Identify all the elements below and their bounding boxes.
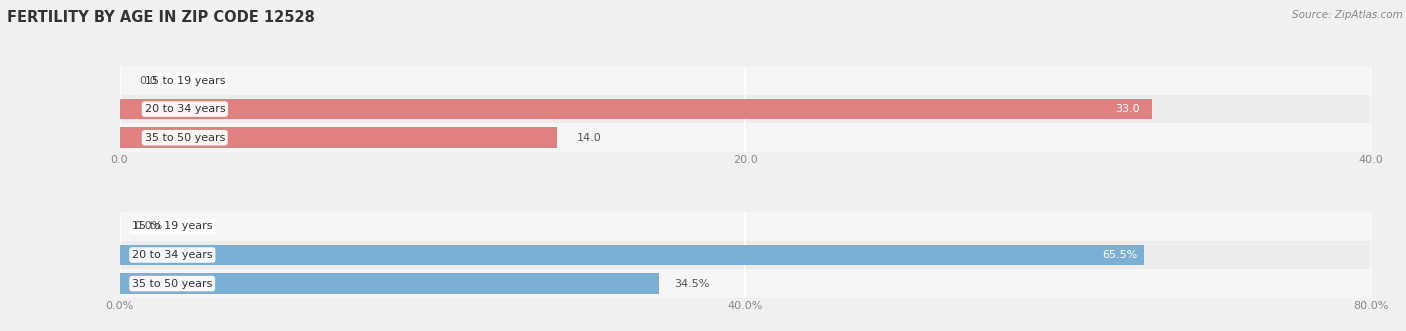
Bar [120, 212, 1371, 241]
Bar [120, 273, 659, 294]
Text: 20 to 34 years: 20 to 34 years [145, 104, 225, 114]
Text: 15 to 19 years: 15 to 19 years [132, 221, 212, 231]
Bar [120, 127, 558, 148]
Text: 35 to 50 years: 35 to 50 years [132, 279, 212, 289]
Text: 34.5%: 34.5% [673, 279, 709, 289]
Bar [120, 95, 1371, 123]
Bar [120, 241, 1371, 269]
Text: 33.0: 33.0 [1115, 104, 1139, 114]
Bar [120, 123, 1371, 152]
Text: 35 to 50 years: 35 to 50 years [145, 133, 225, 143]
Text: 20 to 34 years: 20 to 34 years [132, 250, 212, 260]
Bar [120, 245, 1144, 265]
Text: 0.0%: 0.0% [134, 221, 163, 231]
Bar [120, 99, 1152, 119]
Bar [120, 66, 1371, 95]
Text: 14.0: 14.0 [576, 133, 602, 143]
Text: 15 to 19 years: 15 to 19 years [145, 75, 225, 85]
Text: Source: ZipAtlas.com: Source: ZipAtlas.com [1292, 10, 1403, 20]
Text: 65.5%: 65.5% [1102, 250, 1137, 260]
Bar [120, 269, 1371, 298]
Text: 0.0: 0.0 [139, 75, 156, 85]
Text: FERTILITY BY AGE IN ZIP CODE 12528: FERTILITY BY AGE IN ZIP CODE 12528 [7, 10, 315, 25]
